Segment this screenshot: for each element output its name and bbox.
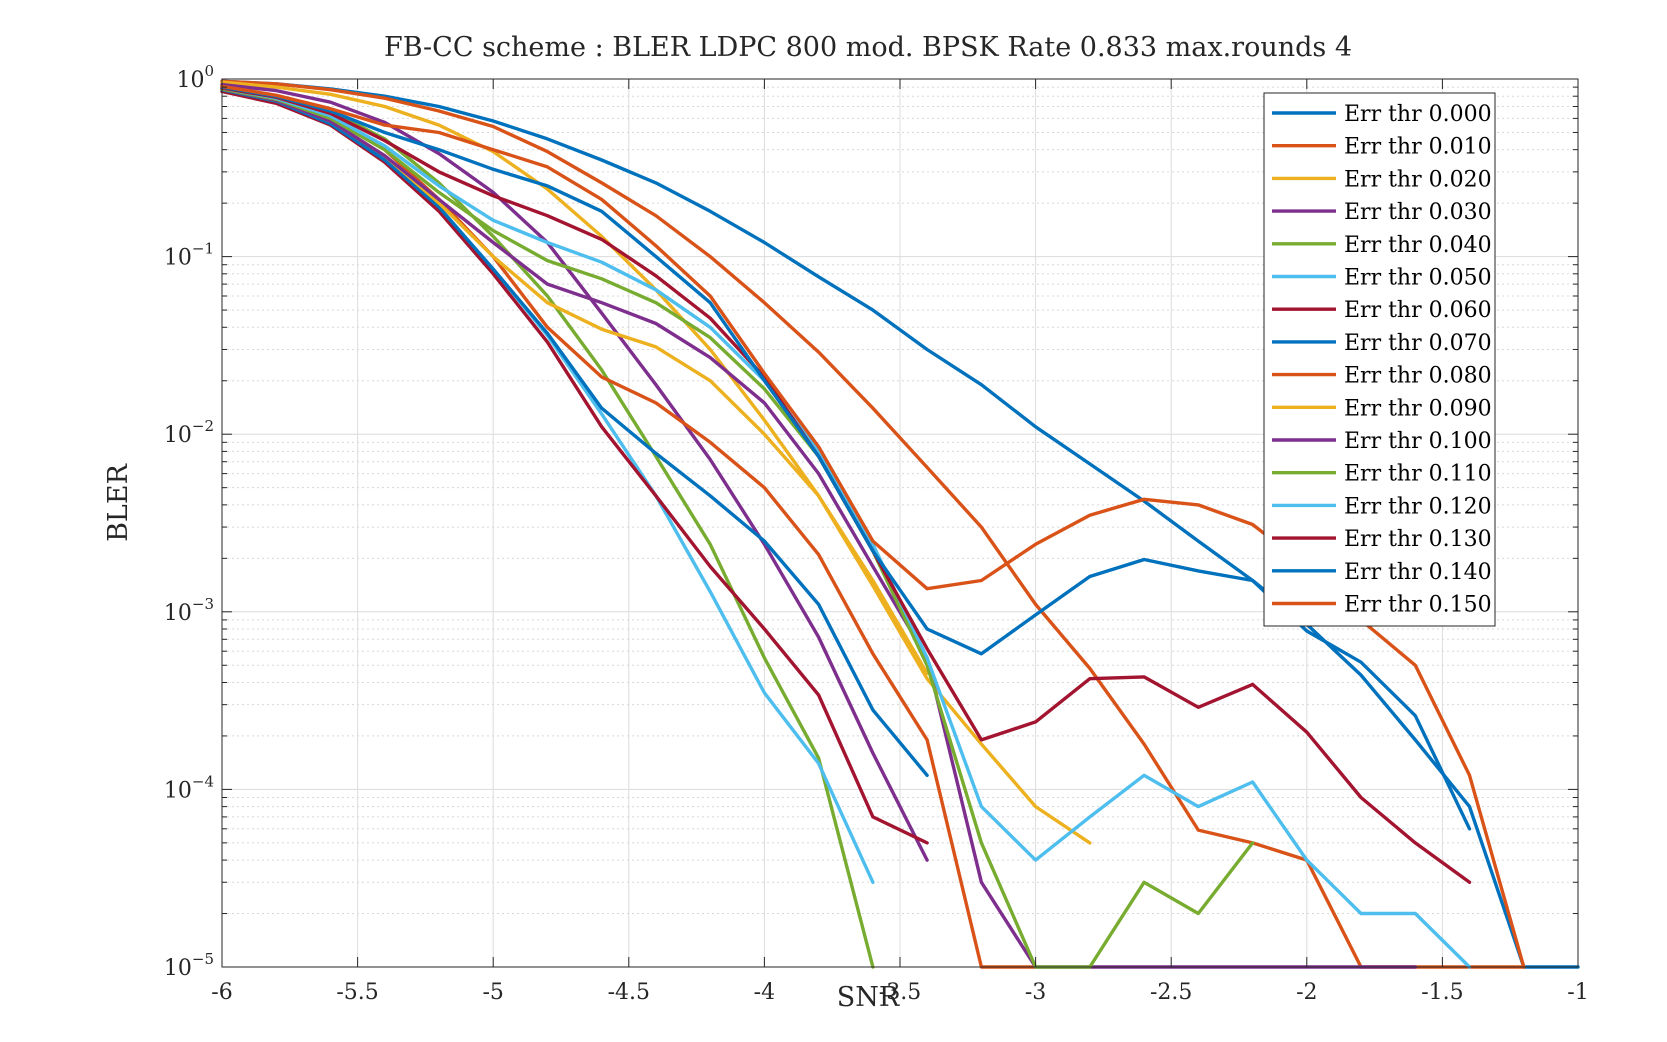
legend-entry-label: Err thr 0.090 bbox=[1344, 396, 1492, 421]
x-tick-label: -3.5 bbox=[879, 980, 921, 1005]
x-axis-label: SNR bbox=[837, 982, 900, 1013]
legend-entry-label: Err thr 0.140 bbox=[1344, 560, 1492, 585]
x-tick-label: -6 bbox=[211, 980, 232, 1005]
x-tick-label: -5 bbox=[482, 980, 503, 1005]
y-tick-label: 10−4 bbox=[164, 772, 214, 803]
legend-entry-label: Err thr 0.110 bbox=[1344, 462, 1492, 487]
x-tick-label: -5.5 bbox=[336, 980, 378, 1005]
x-tick-label: -2 bbox=[1296, 980, 1317, 1005]
series-line-12 bbox=[220, 86, 1472, 969]
legend-entry-label: Err thr 0.080 bbox=[1344, 364, 1492, 389]
legend-entry-label: Err thr 0.150 bbox=[1344, 593, 1492, 618]
legend-entry-label: Err thr 0.060 bbox=[1344, 298, 1492, 323]
y-tick-label: 10−5 bbox=[164, 950, 214, 981]
series-line-14 bbox=[220, 85, 1472, 831]
x-tick-label: -4.5 bbox=[608, 980, 650, 1005]
x-tick-label: -1 bbox=[1567, 980, 1588, 1005]
legend-entry-label: Err thr 0.000 bbox=[1344, 102, 1492, 127]
x-tick-label: -1.5 bbox=[1421, 980, 1463, 1005]
legend-entry-label: Err thr 0.100 bbox=[1344, 429, 1492, 454]
y-axis-label: BLER bbox=[103, 463, 134, 541]
legend-entry-label: Err thr 0.130 bbox=[1344, 527, 1492, 552]
y-tick-label: 10−2 bbox=[164, 417, 214, 448]
y-tick-label: 10−3 bbox=[164, 595, 214, 626]
chart-title: FB-CC scheme : BLER LDPC 800 mod. BPSK R… bbox=[384, 32, 1352, 63]
y-tick-label: 10−1 bbox=[164, 240, 214, 271]
y-tick-labels: 10−5 10−4 10−3 10−2 10−1 100 bbox=[164, 62, 214, 981]
legend-entry-label: Err thr 0.040 bbox=[1344, 233, 1492, 258]
legend-entry-label: Err thr 0.030 bbox=[1344, 200, 1492, 225]
y-tick-label: 100 bbox=[176, 62, 214, 93]
ticks bbox=[221, 78, 1579, 968]
legend-entry-label: Err thr 0.010 bbox=[1344, 135, 1492, 160]
x-tick-label: -2.5 bbox=[1150, 980, 1192, 1005]
legend-entry-label: Err thr 0.120 bbox=[1344, 494, 1492, 519]
legend: Err thr 0.000 Err thr 0.010 Err thr 0.020 E… bbox=[1263, 92, 1496, 627]
legend-entry-label: Err thr 0.070 bbox=[1344, 331, 1492, 356]
x-tick-label: -3 bbox=[1025, 980, 1046, 1005]
legend-entry-label: Err thr 0.020 bbox=[1344, 167, 1492, 192]
series-line-0 bbox=[220, 79, 1580, 969]
x-tick-label: -4 bbox=[754, 980, 775, 1005]
legend-entry-label: Err thr 0.050 bbox=[1344, 266, 1492, 291]
series-line-7 bbox=[220, 87, 929, 777]
series-line-3 bbox=[220, 82, 929, 862]
x-tick-labels: -6 -5.5 -5 -4.5 -4 -3.5 -3 -2.5 -2 -1.5 -1 bbox=[211, 980, 1588, 1005]
